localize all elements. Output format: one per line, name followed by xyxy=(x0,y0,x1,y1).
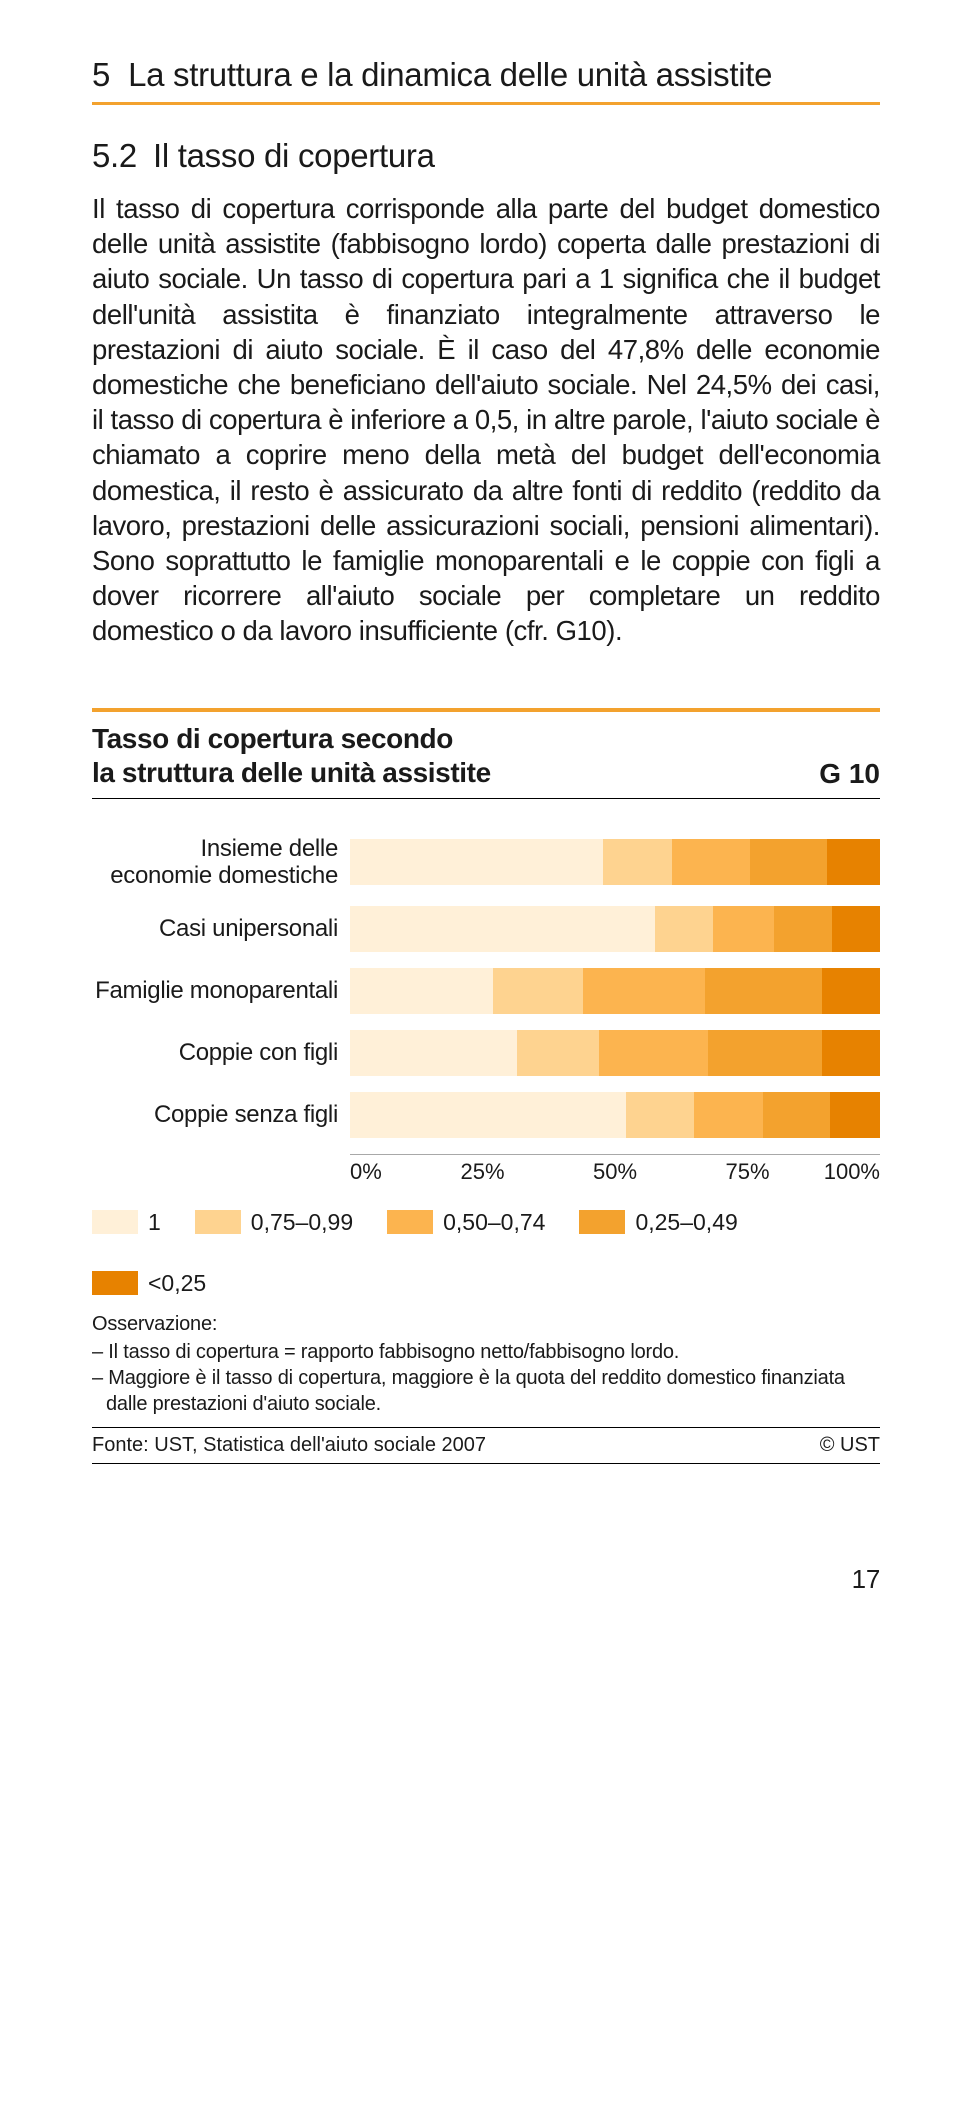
legend-item: 1 xyxy=(92,1209,161,1236)
section-header: 5 La struttura e la dinamica delle unità… xyxy=(92,56,880,105)
legend-swatch xyxy=(195,1210,241,1234)
legend-item: <0,25 xyxy=(92,1270,206,1297)
chart-bar-segment xyxy=(822,1030,880,1076)
axis-tick: 0% xyxy=(350,1155,416,1185)
chart-bar-segment xyxy=(774,906,832,952)
chart-bar-segment xyxy=(832,906,880,952)
chart-row: Famiglie monoparentali xyxy=(92,968,880,1014)
chart-bar xyxy=(350,1092,880,1138)
chart-row: Coppie senza figli xyxy=(92,1092,880,1138)
chart-bar-segment xyxy=(599,1030,708,1076)
chart-bar-segment xyxy=(583,968,705,1014)
chart-bar-segment xyxy=(603,839,672,885)
observation-line: – Maggiore è il tasso di copertura, magg… xyxy=(92,1365,880,1417)
chart-bar-segment xyxy=(822,968,880,1014)
chart-row-label: Famiglie monoparentali xyxy=(92,977,350,1005)
chart-g10: Tasso di copertura secondo la struttura … xyxy=(92,708,880,1463)
chart-bar-segment xyxy=(827,839,880,885)
chart-bar-segment xyxy=(694,1092,763,1138)
chart-bar-segment xyxy=(830,1092,880,1138)
chart-row-label: Coppie con figli xyxy=(92,1039,350,1067)
chart-bar-segment xyxy=(750,839,827,885)
page-number: 17 xyxy=(92,1564,880,1595)
legend-swatch xyxy=(579,1210,625,1234)
chart-title-line2: la struttura delle unità assistite xyxy=(92,757,491,788)
chart-title: Tasso di copertura secondo la struttura … xyxy=(92,722,491,789)
chart-row: Coppie con figli xyxy=(92,1030,880,1076)
legend-label: 0,50–0,74 xyxy=(443,1209,545,1236)
legend-label: <0,25 xyxy=(148,1270,206,1297)
body-paragraph: Il tasso di copertura corrisponde alla p… xyxy=(92,191,880,648)
chart-title-line1: Tasso di copertura secondo xyxy=(92,723,453,754)
chart-bar xyxy=(350,906,880,952)
chart-bar-segment xyxy=(626,1092,695,1138)
chart-header: Tasso di copertura secondo la struttura … xyxy=(92,722,880,798)
legend-item: 0,25–0,49 xyxy=(579,1209,737,1236)
subsection-title: Il tasso di copertura xyxy=(153,137,435,174)
chart-bar-segment xyxy=(763,1092,829,1138)
chart-row: Casi unipersonali xyxy=(92,906,880,952)
axis-tick: 50% xyxy=(549,1155,682,1185)
chart-row-label: Casi unipersonali xyxy=(92,915,350,943)
chart-bar-segment xyxy=(655,906,713,952)
legend-label: 0,75–0,99 xyxy=(251,1209,353,1236)
chart-bar-segment xyxy=(705,968,822,1014)
subsection-number: 5.2 xyxy=(92,137,137,174)
legend-swatch xyxy=(92,1210,138,1234)
legend-label: 1 xyxy=(148,1209,161,1236)
chart-bar xyxy=(350,839,880,885)
observation-line: – Il tasso di copertura = rapporto fabbi… xyxy=(92,1339,880,1365)
chart-notes: Osservazione: – Il tasso di copertura = … xyxy=(92,1311,880,1417)
observation-head: Osservazione: xyxy=(92,1311,880,1337)
legend-item: 0,75–0,99 xyxy=(195,1209,353,1236)
chart-legend: 1 0,75–0,99 0,50–0,74 0,25–0,49 <0,25 xyxy=(92,1209,880,1297)
axis-tick: 100% xyxy=(814,1155,880,1185)
chart-axis: 0% 25% 50% 75% 100% xyxy=(350,1154,880,1185)
chart-bar-segment xyxy=(672,839,750,885)
chart-bar-segment xyxy=(350,906,655,952)
chart-bar xyxy=(350,1030,880,1076)
legend-swatch xyxy=(92,1271,138,1295)
chart-row: Insieme delleeconomie domestiche xyxy=(92,835,880,890)
chart-source-row: Fonte: UST, Statistica dell'aiuto social… xyxy=(92,1427,880,1463)
section-number: 5 xyxy=(92,56,110,94)
legend-item: 0,50–0,74 xyxy=(387,1209,545,1236)
chart-bar-segment xyxy=(493,968,583,1014)
axis-tick: 25% xyxy=(416,1155,549,1185)
chart-bar-segment xyxy=(517,1030,599,1076)
chart-rows: Insieme delleeconomie domestiche Casi uni… xyxy=(92,835,880,1138)
chart-bar-segment xyxy=(708,1030,822,1076)
chart-bar-segment xyxy=(350,1030,517,1076)
axis-tick: 75% xyxy=(681,1155,814,1185)
chart-bar-segment xyxy=(350,968,493,1014)
chart-bar xyxy=(350,968,880,1014)
legend-swatch xyxy=(387,1210,433,1234)
chart-source: Fonte: UST, Statistica dell'aiuto social… xyxy=(92,1434,486,1457)
chart-bar-segment xyxy=(350,839,603,885)
chart-bar-segment xyxy=(350,1092,626,1138)
section-title: La struttura e la dinamica delle unità a… xyxy=(128,56,772,94)
subsection-heading: 5.2 Il tasso di copertura xyxy=(92,137,880,175)
legend-label: 0,25–0,49 xyxy=(635,1209,737,1236)
chart-code: G 10 xyxy=(819,758,880,790)
chart-bar-segment xyxy=(713,906,774,952)
chart-row-label: Insieme delleeconomie domestiche xyxy=(92,835,350,890)
chart-copyright: © UST xyxy=(820,1434,880,1457)
chart-row-label: Coppie senza figli xyxy=(92,1101,350,1129)
